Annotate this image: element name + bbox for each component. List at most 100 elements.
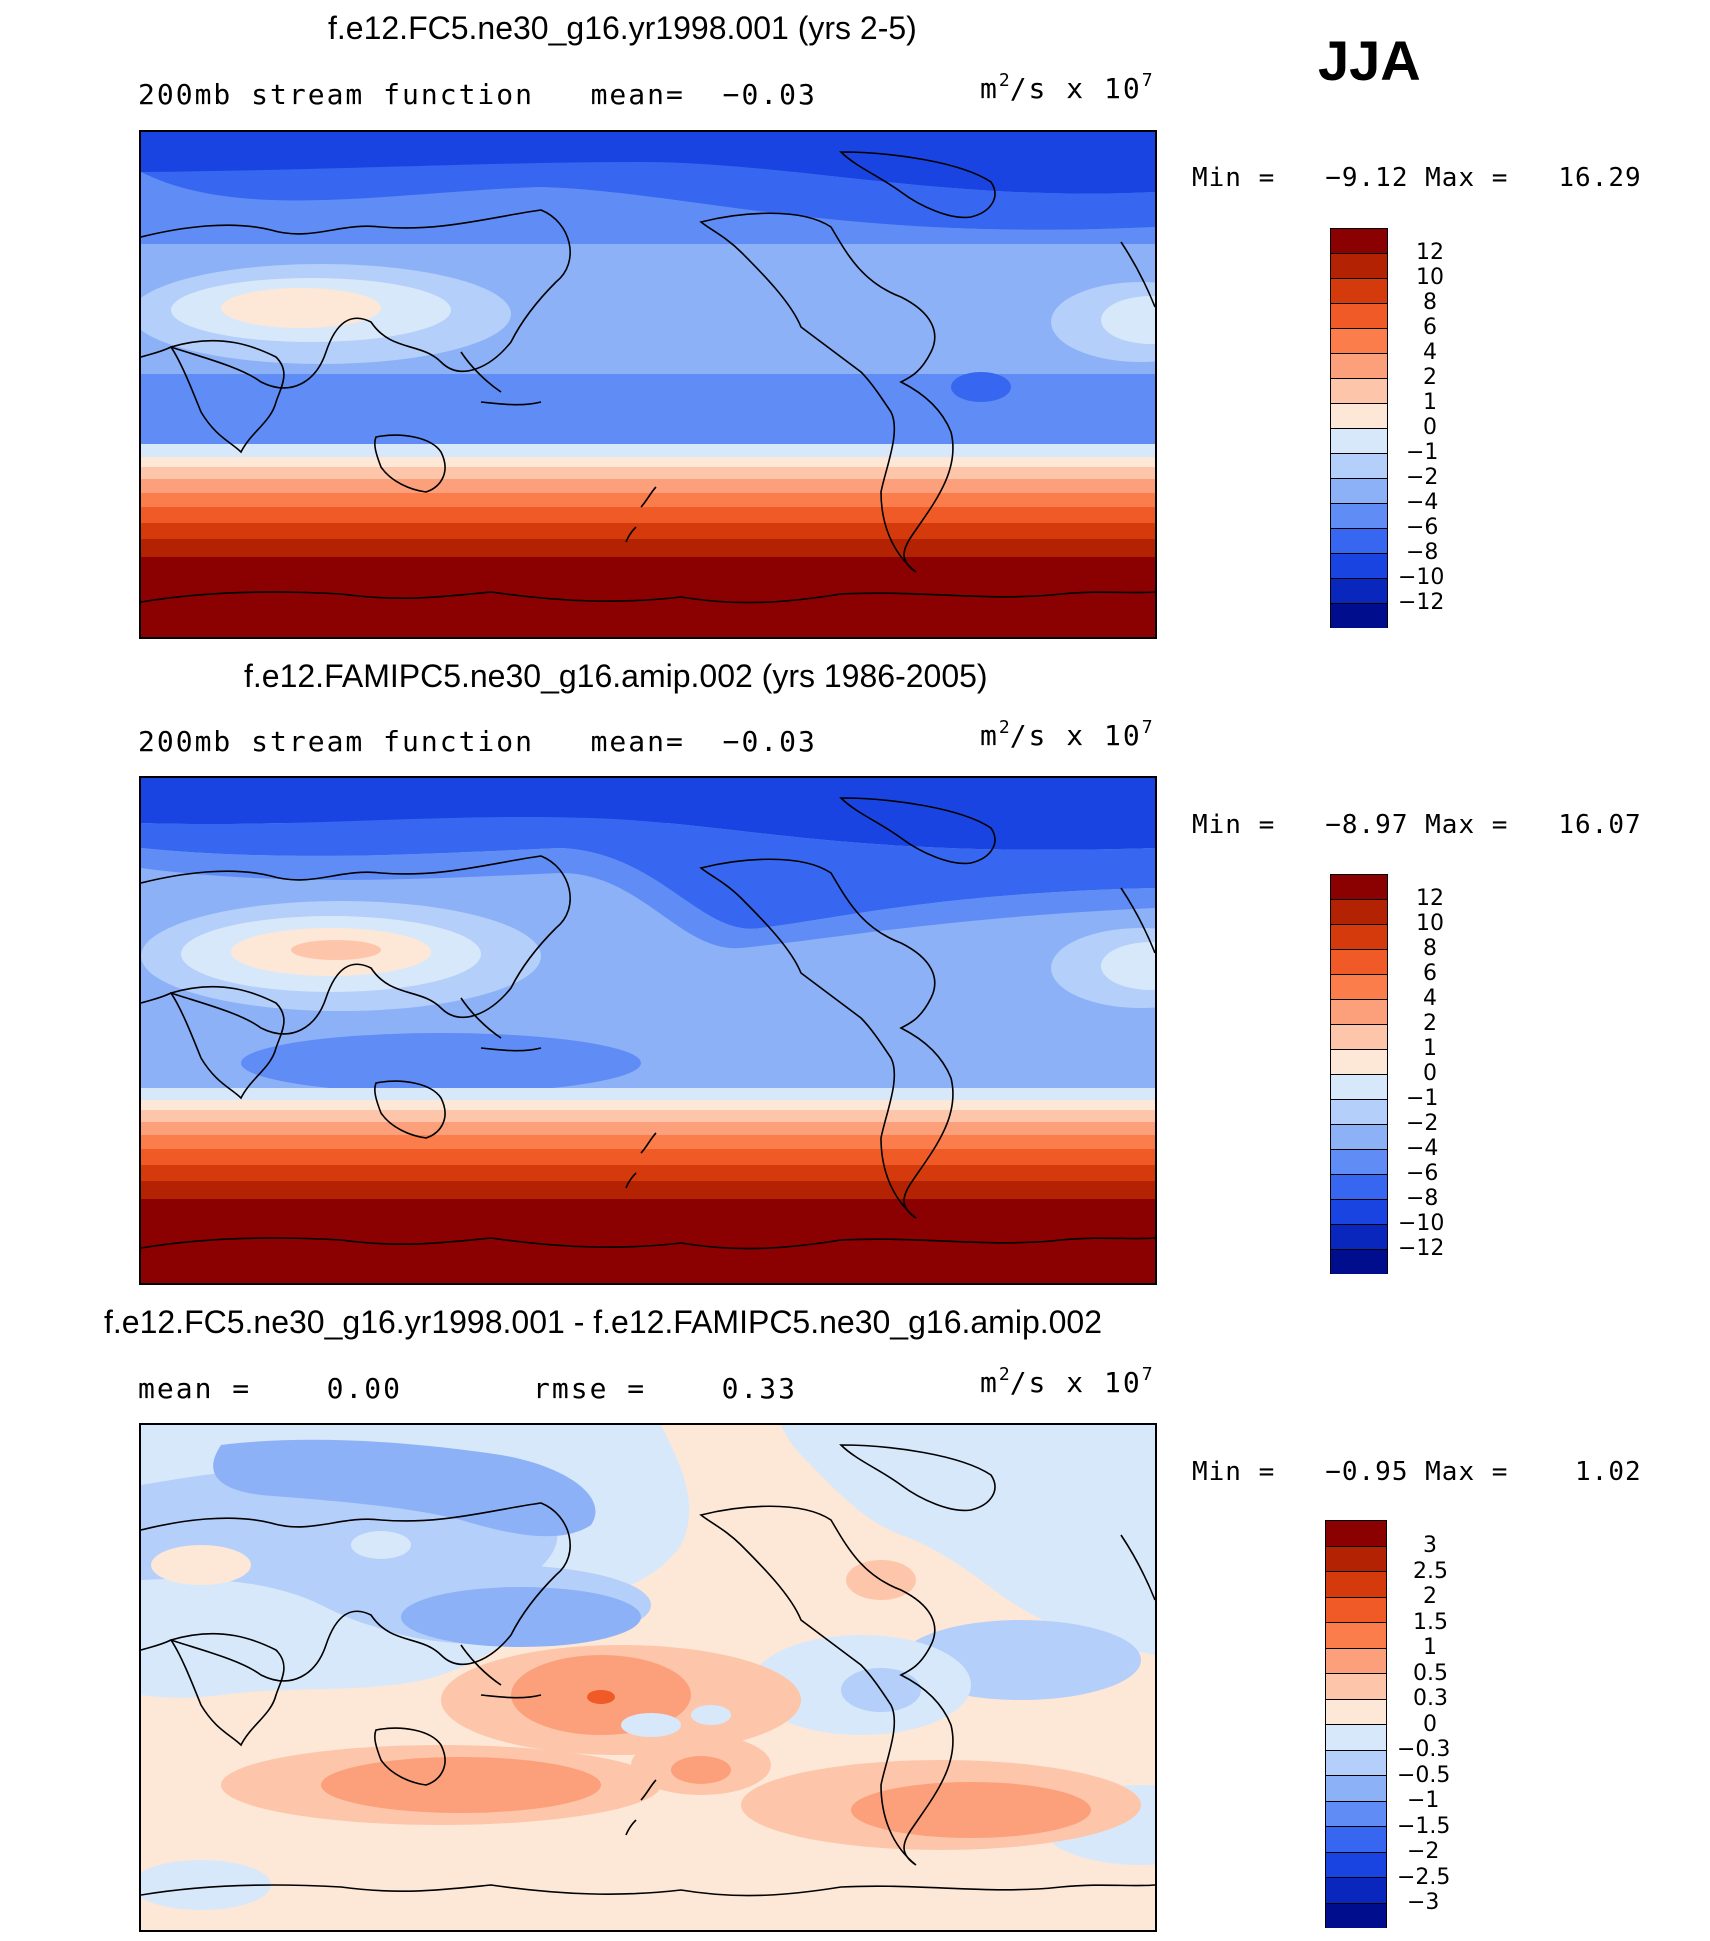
colorbar-swatch	[1331, 579, 1387, 604]
panel-1-min-max: Min = −9.12 Max = 16.29	[1192, 163, 1642, 193]
colorbar-label: −10	[1398, 565, 1445, 590]
colorbar-swatch	[1326, 1546, 1386, 1572]
panel-1-colorbar	[1330, 228, 1388, 628]
colorbar-label: −4	[1406, 1136, 1439, 1161]
colorbar-swatch	[1331, 229, 1387, 254]
colorbar-swatch	[1331, 1225, 1387, 1250]
colorbar-label: 6	[1423, 315, 1437, 340]
colorbar-swatch	[1326, 1648, 1386, 1674]
colorbar-label: −6	[1406, 1161, 1439, 1186]
colorbar-label: −1	[1406, 440, 1439, 465]
colorbar-swatch	[1331, 1150, 1387, 1175]
colorbar-label: 1	[1423, 1635, 1437, 1660]
colorbar-swatch	[1326, 1903, 1386, 1928]
colorbar-swatch	[1326, 1521, 1386, 1547]
colorbar-swatch	[1326, 1572, 1386, 1598]
colorbar-swatch	[1326, 1674, 1386, 1700]
colorbar-swatch	[1331, 404, 1387, 429]
colorbar-swatch	[1331, 975, 1387, 1000]
colorbar-label: 12	[1416, 886, 1444, 911]
colorbar-swatch	[1331, 329, 1387, 354]
colorbar-swatch	[1331, 554, 1387, 579]
panel-3-units: m2/s x 107	[980, 1364, 1153, 1399]
colorbar-label: 2	[1423, 1011, 1437, 1036]
colorbar-swatch	[1331, 1000, 1387, 1025]
colorbar-label: 1.5	[1413, 1609, 1448, 1635]
colorbar-label: 2	[1423, 365, 1437, 390]
colorbar-swatch	[1326, 1827, 1386, 1853]
panel-1-units: m2/s x 107	[980, 70, 1153, 105]
panel-2-map	[139, 776, 1157, 1285]
colorbar-label: −2	[1406, 1111, 1439, 1136]
colorbar-swatch	[1331, 379, 1387, 404]
colorbar-swatch	[1331, 875, 1387, 900]
colorbar-swatch	[1331, 925, 1387, 950]
colorbar-label: 0	[1423, 415, 1437, 440]
colorbar-label: 0	[1423, 1711, 1437, 1737]
season-label: JJA	[1318, 29, 1421, 92]
colorbar-swatch	[1331, 1250, 1387, 1274]
colorbar-label: −10	[1398, 1211, 1445, 1236]
colorbar-swatch	[1331, 1200, 1387, 1225]
colorbar-label: −4	[1406, 490, 1439, 515]
colorbar-swatch	[1326, 1801, 1386, 1827]
panel-3-map	[139, 1423, 1157, 1932]
panel-2-contour-field	[141, 778, 1155, 1283]
colorbar-swatch	[1331, 479, 1387, 504]
panel-3-rmse-label: rmse = 0.33	[533, 1372, 798, 1405]
colorbar-swatch	[1331, 1125, 1387, 1150]
panel-1-title: f.e12.FC5.ne30_g16.yr1998.001 (yrs 2-5)	[328, 10, 917, 46]
panel-1-contour-field	[141, 132, 1155, 637]
panel-2-colorbar	[1330, 874, 1388, 1274]
colorbar-swatch	[1331, 1075, 1387, 1100]
panel-2-title: f.e12.FAMIPC5.ne30_g16.amip.002 (yrs 198…	[244, 658, 988, 694]
panel-2-colorbar-labels: 12 10 8 6 4 2 1 0 −1 −2 −4 −6 −8 −10 −12	[1398, 888, 1508, 1268]
colorbar-label: −1	[1407, 1788, 1440, 1813]
colorbar-label: 0	[1423, 1061, 1437, 1086]
colorbar-label: −8	[1406, 1186, 1439, 1211]
colorbar-label: −1.5	[1397, 1813, 1451, 1839]
colorbar-swatch	[1326, 1725, 1386, 1751]
colorbar-swatch	[1326, 1699, 1386, 1725]
colorbar-label: 2	[1423, 1584, 1437, 1609]
colorbar-label: 8	[1423, 936, 1437, 961]
colorbar-label: 8	[1423, 290, 1437, 315]
colorbar-swatch	[1331, 1025, 1387, 1050]
colorbar-swatch	[1331, 1050, 1387, 1075]
colorbar-label: 1	[1423, 390, 1437, 415]
colorbar-swatch	[1326, 1623, 1386, 1649]
colorbar-label: −8	[1406, 540, 1439, 565]
panel-2-units: m2/s x 107	[980, 717, 1153, 752]
colorbar-label: −12	[1398, 590, 1445, 615]
colorbar-swatch	[1331, 429, 1387, 454]
colorbar-swatch	[1331, 354, 1387, 379]
colorbar-swatch	[1331, 504, 1387, 529]
colorbar-label: 0.3	[1413, 1686, 1448, 1711]
panel-1-field-label: 200mb stream function mean= −0.03	[138, 78, 817, 111]
colorbar-swatch	[1326, 1597, 1386, 1623]
colorbar-label: −1	[1406, 1086, 1439, 1111]
colorbar-label: 6	[1423, 961, 1437, 986]
colorbar-label: −2.5	[1397, 1864, 1451, 1890]
panel-3-mean-label: mean = 0.00	[138, 1372, 403, 1405]
colorbar-swatch	[1331, 900, 1387, 925]
colorbar-label: −0.5	[1397, 1762, 1451, 1788]
colorbar-label: −2	[1406, 465, 1439, 490]
colorbar-swatch	[1326, 1852, 1386, 1878]
colorbar-swatch	[1326, 1878, 1386, 1904]
colorbar-swatch	[1331, 304, 1387, 329]
colorbar-label: 4	[1423, 340, 1437, 365]
colorbar-label: 12	[1416, 240, 1444, 265]
colorbar-swatch	[1331, 950, 1387, 975]
colorbar-label: 2.5	[1413, 1558, 1448, 1584]
colorbar-label: 1	[1423, 1036, 1437, 1061]
colorbar-swatch	[1331, 604, 1387, 628]
panel-2-field-label: 200mb stream function mean= −0.03	[138, 725, 817, 758]
colorbar-label: 4	[1423, 986, 1437, 1011]
panel-3-colorbar	[1325, 1520, 1387, 1928]
colorbar-label: −6	[1406, 515, 1439, 540]
colorbar-label: −12	[1398, 1236, 1445, 1261]
colorbar-swatch	[1326, 1750, 1386, 1776]
panel-1-colorbar-labels: 12 10 8 6 4 2 1 0 −1 −2 −4 −6 −8 −10 −12	[1398, 242, 1508, 622]
panel-3-colorbar-labels: 3 2.5 2 1.5 1 0.5 0.3 0 −0.3 −0.5 −1 −1.…	[1395, 1535, 1505, 1925]
